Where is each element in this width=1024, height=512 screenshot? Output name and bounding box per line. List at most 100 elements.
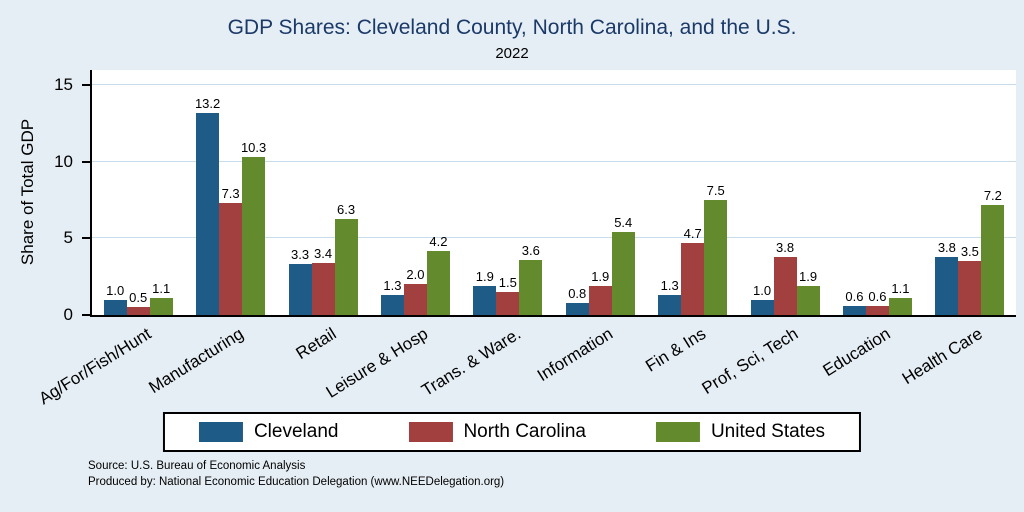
bar-group: 1.3 4.7 7.5 [646,70,738,315]
bar: 7.2 [981,188,1005,315]
gridline [92,237,1016,239]
bar-group: 1.9 1.5 3.6 [462,70,554,315]
bar-value-label: 1.3 [383,278,402,294]
bar-value-label: 1.0 [106,282,125,298]
y-tick-label: 0 [63,305,73,324]
bar: 5.4 [611,215,635,315]
bar: 3.6 [519,243,543,315]
bar-group: 13.2 7.3 10.3 [184,70,276,315]
bar-value-label: 7.3 [221,186,240,202]
bar-value-label: 1.9 [475,268,494,284]
bar-group: 1.0 0.5 1.1 [92,70,184,315]
bar: 1.0 [103,283,127,315]
bar-group: 1.3 2.0 4.2 [369,70,461,315]
bar-group: 0.8 1.9 5.4 [554,70,646,315]
x-tick-label: Education [819,324,894,381]
y-axis-ticks: 0 5 10 15 [0,70,90,324]
bar: 1.3 [658,278,682,315]
bar-value-label: 1.0 [753,282,772,298]
legend-label: United States [710,421,826,442]
x-tick-label: Manufacturing [145,324,247,398]
produced-note: Produced by: National Economic Education… [88,476,505,489]
x-tick-label: Ag/For/Fish/Hunt [35,324,155,409]
bar: 6.3 [334,202,358,315]
bar: 4.7 [681,226,705,315]
bar-value-label: 13.2 [194,95,221,111]
bar: 3.8 [773,240,797,315]
bar-value-label: 3.8 [937,239,956,255]
bar-value-label: 0.6 [845,288,864,304]
bar: 10.3 [241,140,266,315]
bar-value-label: 1.1 [152,281,171,297]
x-axis-labels: Ag/For/Fish/Hunt Manufacturing Retail Leisu… [35,320,1014,410]
legend-label: North Carolina [463,421,586,442]
x-tick-label: Information [534,324,617,386]
bar-value-label: 5.4 [614,215,633,231]
footnotes: Source: U.S. Bureau of Economic Analysis… [88,458,504,490]
x-tick-label: Health Care [898,324,986,389]
y-tick-mark [82,237,90,240]
bar-value-label: 1.1 [891,281,910,297]
bar-value-label: 3.5 [960,244,979,260]
x-tick-label: Leisure & Hosp [322,324,432,402]
x-tick-label: Prof, Sci, Tech [698,324,802,399]
bar-group: 3.3 3.4 6.3 [277,70,369,315]
bar-value-label: 6.3 [336,201,356,217]
y-tick-mark [82,314,90,316]
legend-item: United States [655,421,826,443]
bar-value-label: 1.9 [799,268,818,284]
y-tick-label: 15 [54,75,73,95]
legend-label: Cleveland [253,421,339,442]
bar: 1.1 [888,281,912,315]
legend-item: North Carolina [408,421,586,443]
bar-group: 1.0 3.8 1.9 [739,70,831,315]
bar-value-label: 0.8 [568,285,587,301]
bar: 1.9 [473,269,497,315]
legend-swatch [198,422,243,442]
bar-value-label: 2.0 [406,267,425,283]
bar: 13.2 [195,96,220,315]
y-tick-mark [82,84,90,87]
legend: Cleveland North Carolina United States [162,412,862,452]
bar: 7.5 [704,183,728,315]
bar: 1.9 [796,269,820,315]
bar-group: 3.8 3.5 7.2 [924,70,1016,315]
bar: 1.3 [380,278,404,315]
bar-value-label: 1.9 [591,268,610,284]
bar: 0.6 [865,289,889,315]
bar-value-label: 3.8 [776,239,795,255]
bar: 1.5 [496,275,520,315]
bar-value-label: 4.2 [429,233,448,249]
source-note: Source: U.S. Bureau of Economic Analysis [88,460,306,472]
chart-title: GDP Shares: Cleveland County, North Caro… [227,16,797,39]
bar: 0.6 [842,289,866,315]
bar: 1.0 [750,283,774,315]
legend-swatch [655,422,700,442]
bar: 2.0 [403,267,427,315]
bar-series-container: 1.0 0.5 1.1 13.2 7.3 10.3 3.3 3.4 6.3 1.3 2.0 4.2 1.… [92,70,1016,315]
legend-item: Cleveland [198,421,339,443]
x-tick-label: Retail [292,324,340,364]
bar: 7.3 [219,186,243,315]
bar: 1.1 [149,281,173,315]
y-tick-label: 5 [63,228,73,248]
bar: 4.2 [426,234,450,315]
bar-value-label: 0.5 [129,290,148,306]
gridline [92,84,1016,86]
bar: 3.8 [935,240,959,315]
bar-group: 0.6 0.6 1.1 [831,70,923,315]
bar-value-label: 1.3 [660,278,679,294]
x-tick-label: Trans. & Ware. [417,324,524,401]
legend-swatch [408,422,453,442]
bar: 3.4 [311,246,335,315]
chart-subtitle: 2022 [495,45,529,62]
bar: 3.3 [288,247,312,315]
bar-value-label: 0.6 [868,288,887,304]
bar-value-label: 1.5 [498,275,517,291]
bar-value-label: 10.3 [240,140,267,156]
x-tick-label: Fin & Ins [641,324,709,376]
bar-value-label: 3.4 [313,245,333,261]
bar: 1.9 [588,269,612,315]
gridline [92,160,1016,162]
